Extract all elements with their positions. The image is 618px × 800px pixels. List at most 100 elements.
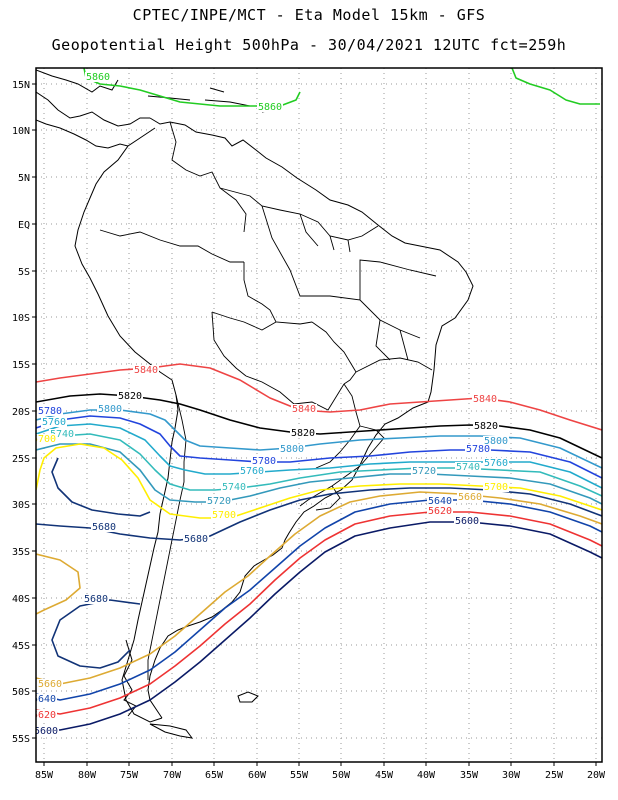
lat-tick-label: 15N [12, 80, 30, 91]
lat-tick-label: 25S [12, 454, 30, 465]
tierra-del-fuego [149, 723, 194, 739]
contour-label-5660: 5660 [458, 492, 482, 503]
south-america-coastline [147, 117, 474, 719]
contour-label-5680: 5680 [184, 534, 208, 545]
contour-label-5840: 5840 [473, 394, 497, 405]
lon-tick-label: 55W [290, 770, 309, 781]
contour-5740 [36, 433, 602, 497]
contour-label-bg [221, 482, 247, 492]
lat-tick-label: 35S [12, 547, 30, 558]
contour-label-bg [291, 404, 317, 414]
contour-label-5820: 5820 [474, 421, 498, 432]
contour-5800 [36, 409, 602, 469]
contour-label-bg [427, 496, 453, 506]
contour-label-5740: 5740 [222, 482, 246, 493]
contour-label-5800: 5800 [484, 436, 508, 447]
lat-tick-label: 5N [18, 173, 30, 184]
contour-label-bg [411, 466, 437, 476]
contour-label-5820: 5820 [118, 391, 142, 402]
contour-label-bg [206, 496, 232, 506]
contour-label-5600: 5600 [455, 516, 479, 527]
contour-label-5660: 5660 [38, 679, 62, 690]
border-guianas [299, 213, 351, 253]
contour-label-bg [454, 516, 480, 526]
contour-label-5860: 5860 [258, 102, 282, 113]
contour-label-bg [41, 417, 67, 427]
lon-tick-label: 70W [163, 770, 182, 781]
contour-label-bg [97, 404, 123, 414]
contour-label-5820: 5820 [291, 428, 315, 439]
contour-label-5760: 5760 [240, 466, 264, 477]
contour-label-bg [85, 72, 111, 82]
lat-tick-label: 10N [12, 126, 30, 137]
border-venezuela-brazil [219, 187, 379, 241]
contour-5660 [36, 491, 602, 685]
title-line-1: CPTEC/INPE/MCT - Eta Model 15km - GFS [132, 6, 486, 24]
plot-frame [35, 67, 603, 763]
lat-tick-label: 40S [12, 594, 30, 605]
lon-tick-label: 80W [78, 770, 97, 781]
lon-tick-label: 20W [587, 770, 606, 781]
contour-label-5600: 5600 [34, 726, 58, 737]
contour-label-bg [472, 394, 498, 404]
lon-tick-label: 35W [460, 770, 479, 781]
pacific-coastline [74, 127, 179, 723]
contour-label-bg [465, 444, 491, 454]
caribbean-islands [147, 87, 273, 113]
contour-label-bg [239, 466, 265, 476]
lat-tick-label: 10S [12, 313, 30, 324]
graticule [36, 68, 602, 762]
contour-label-5800: 5800 [98, 404, 122, 415]
contour-label-bg [183, 534, 209, 544]
contour-label-5760: 5760 [42, 417, 66, 428]
contour-label-5860: 5860 [86, 72, 110, 83]
contour-label-5840: 5840 [134, 365, 158, 376]
contour-label-bg [211, 510, 237, 520]
contour-label-5640: 5640 [32, 694, 56, 705]
gulf-coast [36, 69, 119, 93]
lat-tick-label: 50S [12, 687, 30, 698]
contour-label-5780: 5780 [38, 406, 62, 417]
contour-label-5680: 5680 [92, 522, 116, 533]
contour-label-5620: 5620 [428, 506, 452, 517]
contour-label-5700: 5700 [212, 510, 236, 521]
contour-label-bg [257, 102, 283, 112]
contour-label-bg [483, 436, 509, 446]
border-colombia-ecuador-peru [99, 229, 244, 263]
contour-5620 [36, 511, 602, 715]
contour-label-bg [483, 482, 509, 492]
lat-tick-label: 45S [12, 641, 30, 652]
title-line-2: Geopotential Height 500hPa - 30/04/2021 … [51, 36, 567, 54]
contour-label-bg [37, 406, 63, 416]
lon-tick-label: 65W [205, 770, 224, 781]
contour-label-bg [473, 421, 499, 431]
coastlines [36, 69, 474, 739]
contour-label-bg [427, 506, 453, 516]
lon-tick-label: 85W [35, 770, 54, 781]
lat-tick-label: 30S [12, 500, 30, 511]
contour-5660 [36, 553, 81, 615]
contour-label-5800: 5800 [280, 444, 304, 455]
central-america-coast [36, 91, 150, 127]
contour-label-bg [455, 462, 481, 472]
contour-label-5740: 5740 [456, 462, 480, 473]
contour-label-bg [117, 391, 143, 401]
contour-label-5760: 5760 [484, 458, 508, 469]
contour-label-5620: 5620 [32, 710, 56, 721]
contour-label-bg [279, 444, 305, 454]
contour-label-bg [36, 694, 57, 704]
lon-tick-label: 60W [248, 770, 267, 781]
falklands [237, 691, 259, 703]
border-bolivia-brazil [311, 321, 357, 385]
contour-label-bg [36, 710, 57, 720]
contour-label-5780: 5780 [466, 444, 490, 455]
lat-tick-label: EQ [18, 220, 30, 231]
contour-label-bg [133, 365, 159, 375]
contour-label-5740: 5740 [50, 429, 74, 440]
contour-label-bg [290, 428, 316, 438]
border-colombia-venezuela [169, 121, 247, 233]
contour-label-bg [483, 458, 509, 468]
contour-label-5680: 5680 [84, 594, 108, 605]
border-paraguay-brazil [315, 383, 361, 469]
